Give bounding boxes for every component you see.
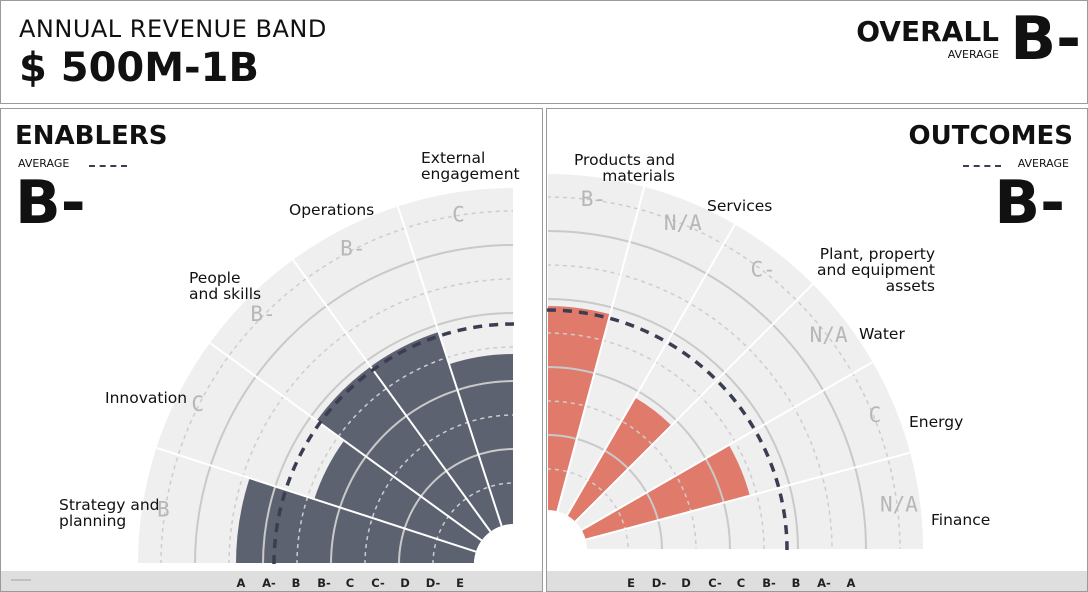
outcomes-chart: B- N/A C- N/A C N/A Products and materials Servi…	[547, 151, 1087, 591]
bar-energy	[581, 445, 750, 540]
sector-grade-operations: B-	[340, 237, 365, 261]
axis-tick-b-3: B-	[317, 576, 331, 590]
category-label-strategy-and-planning: Strategy and planning	[59, 496, 160, 530]
sector-divider	[581, 361, 874, 531]
axis-tick-d-2: D	[681, 576, 691, 590]
bar-strategy-and-planning	[236, 478, 476, 564]
enablers-title: ENABLERS	[15, 121, 168, 151]
axis-tick-a-0: A	[237, 576, 246, 590]
category-label-products-and-materials: Products and materials	[574, 151, 675, 185]
outcomes-title: OUTCOMES	[908, 121, 1074, 151]
axis-tick-c-5: C-	[371, 576, 385, 590]
sector-grade-finance: N/A	[880, 493, 918, 517]
enablers-chart: B C B- B- C Strategy and planning Innovation Peo…	[1, 149, 542, 591]
category-label-plant-property-and-equipment-assets: Plant, property and equipment assets	[817, 245, 935, 295]
sector-grade-strategy-and-planning: B	[157, 497, 170, 521]
axis-tick-e-8: E	[456, 576, 464, 590]
enablers-grade: B-	[15, 168, 86, 238]
sector-bg-water	[575, 284, 873, 530]
sector-grade-energy: C	[869, 403, 882, 427]
axis-tick-d-1: D-	[652, 576, 667, 590]
category-label-finance: Finance	[931, 511, 990, 529]
outcomes-average-label: AVERAGE	[1017, 157, 1069, 170]
enablers-average-label: AVERAGE	[18, 157, 70, 170]
category-label-people-and-skills: People and skills	[189, 269, 261, 303]
sector-divider	[209, 342, 483, 542]
sector-divider	[396, 206, 503, 527]
axis-tick-b-2: B	[292, 576, 301, 590]
revenue-band-label: ANNUAL REVENUE BAND	[19, 15, 327, 43]
grade-ring-minor	[432, 482, 515, 565]
overall-average-label: AVERAGE	[947, 48, 999, 61]
category-label-energy: Energy	[909, 413, 963, 431]
bar-innovation	[314, 440, 482, 552]
sector-grade-innovation: C	[191, 392, 204, 416]
overall-grade: B-	[1010, 4, 1081, 74]
grade-ring	[398, 448, 515, 565]
sector-divider	[156, 446, 477, 553]
sector-grade-water: N/A	[810, 323, 848, 347]
category-label-operations: Operations	[289, 201, 374, 219]
grade-ring	[330, 380, 515, 565]
bar-external-engagement	[449, 354, 514, 526]
grade-ring-minor	[547, 400, 697, 551]
axis-tick-c-4: C	[346, 576, 354, 590]
sector-divider	[574, 283, 814, 523]
axis-tick-b-5: B-	[762, 576, 776, 590]
sector-grade-plant-property-and-equipment-assets: C-	[750, 257, 775, 281]
sector-grade-people-and-skills: B-	[250, 302, 275, 326]
outcomes-grade: B-	[994, 168, 1065, 238]
axis-tick-a-1: A-	[262, 576, 276, 590]
axis-tick-a-8: A	[847, 576, 856, 590]
grade-ring-minor	[228, 278, 515, 565]
category-label-innovation: Innovation	[105, 389, 187, 407]
sector-grade-external-engagement: C	[452, 202, 465, 226]
overall-label: OVERALL	[856, 15, 999, 48]
grade-ring-minor	[547, 468, 629, 551]
sector-grade-products-and-materials: B-	[581, 187, 606, 211]
grade-ring-minor	[547, 264, 833, 551]
grade-ring-minor	[160, 210, 515, 565]
grade-ring	[262, 312, 515, 565]
header: ANNUAL REVENUE BAND $ 500M-1B OVERALL AV…	[0, 0, 1088, 104]
chart-center	[547, 510, 587, 590]
outcomes-average-legend-line	[963, 165, 1001, 167]
outcomes-panel: B- N/A C- N/A C N/A Products and materials Servi…	[546, 108, 1088, 592]
sector-divider	[556, 186, 646, 512]
sector-bg-finance	[585, 452, 923, 550]
grade-ring	[194, 244, 515, 565]
category-label-external-engagement: External engagement	[421, 149, 520, 183]
sector-divider	[585, 451, 911, 541]
axis-tick-c-3: C-	[708, 576, 722, 590]
axis-tick-c-4: C	[737, 576, 745, 590]
bar-operations	[370, 331, 502, 532]
axis-tick-a-7: A-	[817, 576, 831, 590]
axis-tick-e-0: E	[627, 576, 635, 590]
axis-strip	[1, 571, 542, 591]
enablers-panel: B C B- B- C Strategy and planning Innovation Peo…	[0, 108, 543, 592]
axis-tick-d-6: D	[400, 576, 410, 590]
grade-ring-minor	[296, 346, 515, 565]
axis-strip	[547, 571, 1087, 591]
revenue-band-value: $ 500M-1B	[19, 45, 259, 91]
category-label-water: Water	[859, 325, 905, 343]
enablers-average-legend-line	[89, 165, 127, 167]
sector-bg-services	[557, 186, 735, 516]
category-label-services: Services	[707, 197, 772, 215]
grade-ring-minor	[547, 196, 901, 551]
average-arc	[272, 322, 515, 565]
sector-grade-services: N/A	[664, 211, 702, 235]
average-arc	[547, 308, 789, 551]
bar-products-and-materials	[547, 306, 611, 512]
sector-divider	[292, 259, 492, 533]
sector-divider	[566, 223, 736, 516]
axis-tick-b-6: B	[792, 576, 801, 590]
grade-ring-minor	[364, 414, 515, 565]
axis-tick-d-7: D-	[426, 576, 441, 590]
